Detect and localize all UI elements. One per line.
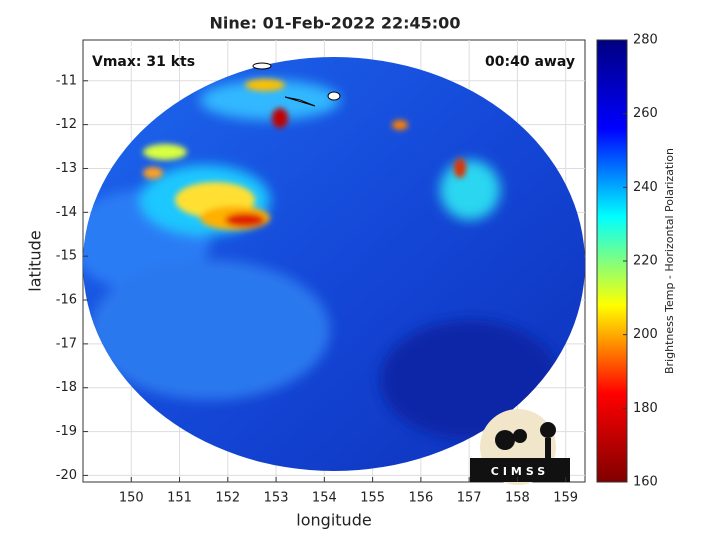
colorbar-tick-label: 280 <box>633 33 658 48</box>
y-tick-label: -19 <box>56 424 77 439</box>
x-axis-label: longitude <box>296 511 371 530</box>
annotation: Vmax: 31 kts <box>92 54 195 70</box>
colorbar <box>596 39 628 483</box>
y-tick-label: -13 <box>56 161 77 176</box>
colorbar-tick-label: 180 <box>633 401 658 416</box>
x-tick-label: 159 <box>553 491 578 506</box>
annotation: 00:40 away <box>485 54 575 70</box>
chart-title: Nine: 01-Feb-2022 22:45:00 <box>210 14 461 33</box>
x-tick-label: 156 <box>408 491 433 506</box>
x-tick-label: 152 <box>215 491 240 506</box>
x-tick-label: 153 <box>264 491 289 506</box>
y-tick-label: -14 <box>56 205 77 220</box>
x-tick-label: 150 <box>119 491 144 506</box>
x-tick-label: 158 <box>505 491 530 506</box>
colorbar-tick-label: 240 <box>633 180 658 195</box>
colorbar-tick-label: 220 <box>633 254 658 269</box>
logo: CIMSS <box>470 409 570 485</box>
swath <box>83 40 585 471</box>
colorbar-tick-label: 260 <box>633 106 658 121</box>
y-tick-label: -12 <box>56 117 77 132</box>
y-tick-label: -20 <box>56 468 77 483</box>
y-tick-label: -15 <box>56 249 77 264</box>
y-axis-label: latitude <box>26 230 45 291</box>
y-tick-label: -17 <box>56 336 77 351</box>
x-tick-label: 155 <box>360 491 385 506</box>
x-tick-label: 157 <box>457 491 482 506</box>
colorbar-tick-label: 160 <box>633 475 658 490</box>
y-tick-label: -16 <box>56 293 77 308</box>
colorbar-tick-label: 200 <box>633 327 658 342</box>
x-tick-label: 151 <box>167 491 192 506</box>
y-tick-label: -18 <box>56 380 77 395</box>
x-tick-label: 154 <box>312 491 337 506</box>
logo-text: CIMSS <box>491 465 549 478</box>
y-tick-label: -11 <box>56 73 77 88</box>
colorbar-label: Brightness Temp - Horizontal Polarizatio… <box>663 148 676 374</box>
